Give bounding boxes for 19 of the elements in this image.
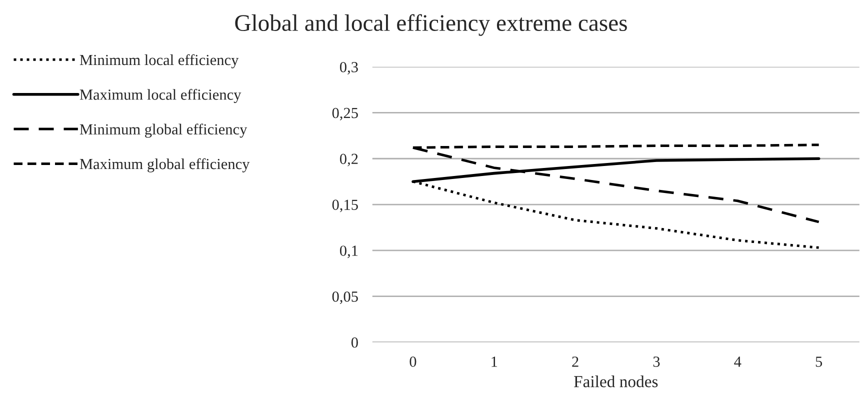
x-tick-label: 5	[816, 356, 822, 367]
y-tick-label: 0,15	[332, 200, 358, 212]
y-tick-label: 0,25	[332, 108, 358, 120]
x-tick-label: 0	[410, 356, 416, 367]
legend-label: Minimum local efficiency	[80, 54, 239, 68]
legend-label: Minimum global efficiency	[80, 124, 248, 138]
x-tick-label: 2	[572, 356, 578, 367]
legend-label: Maximum global efficiency	[80, 158, 250, 172]
y-tick-label: 0,2	[340, 154, 358, 166]
x-axis-title: Failed nodes	[574, 376, 658, 388]
legend-label: Maximum local efficiency	[80, 88, 242, 103]
x-tick-label: 4	[734, 356, 742, 367]
y-tick-label: 0,3	[340, 62, 358, 74]
x-tick-label: 3	[653, 356, 660, 367]
y-tick-label: 0	[351, 337, 358, 348]
chart-title: Global and local efficiency extreme cases	[235, 14, 627, 36]
y-tick-label: 0,1	[340, 246, 358, 258]
x-tick-label: 1	[492, 356, 498, 367]
y-tick-label: 0,05	[332, 291, 358, 304]
